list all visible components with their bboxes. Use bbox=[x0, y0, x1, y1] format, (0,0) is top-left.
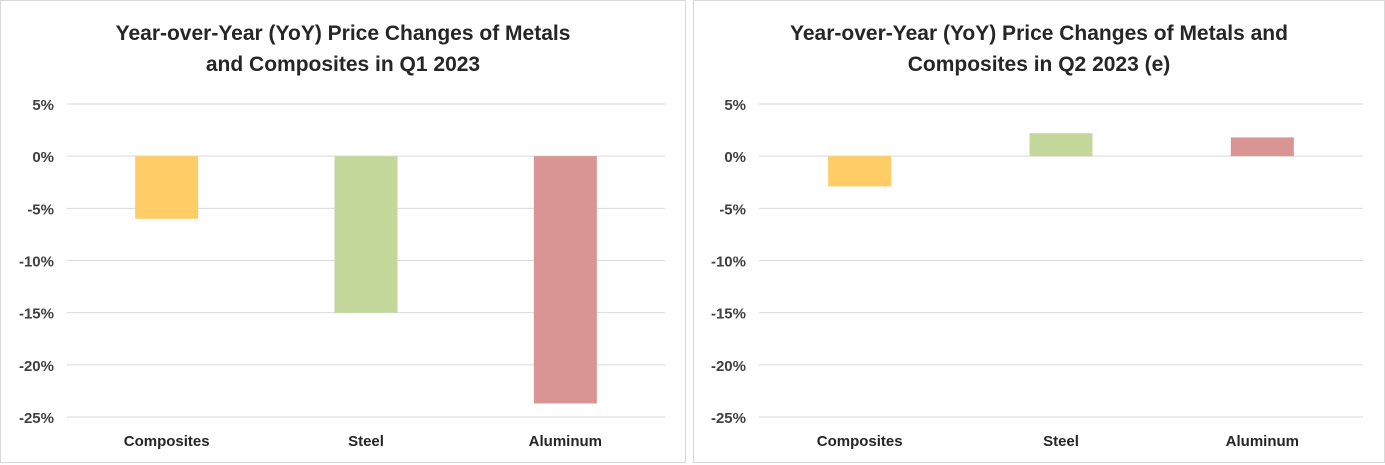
x-category-label: Steel bbox=[348, 433, 384, 450]
chart-q2-2023: Year-over-Year (YoY) Price Changes of Me… bbox=[693, 0, 1385, 463]
chart-title-line-2: Composites in Q2 2023 (e) bbox=[907, 53, 1171, 76]
y-tick-label: -20% bbox=[711, 358, 746, 375]
y-tick-label: 0% bbox=[724, 149, 746, 166]
chart-q1-2023: Year-over-Year (YoY) Price Changes of Me… bbox=[0, 0, 686, 463]
bar-aluminum bbox=[1230, 137, 1294, 157]
chart-title-line-1: Year-over-Year (YoY) Price Changes of Me… bbox=[790, 22, 1288, 45]
bar-steel bbox=[1029, 133, 1093, 157]
y-tick-label: 5% bbox=[32, 97, 54, 114]
y-tick-label: 5% bbox=[724, 97, 746, 114]
y-tick-label: -10% bbox=[711, 254, 746, 271]
y-tick-label: -15% bbox=[19, 306, 54, 323]
x-category-label: Aluminum bbox=[1226, 433, 1299, 450]
chart-title-line-2: and Composites in Q1 2023 bbox=[205, 53, 481, 76]
x-category-label: Composites bbox=[817, 433, 903, 450]
y-tick-label: -25% bbox=[19, 410, 54, 427]
chart-title: Year-over-Year (YoY) Price Changes of Me… bbox=[1, 18, 685, 80]
y-tick-label: -25% bbox=[711, 410, 746, 427]
bar-steel bbox=[334, 156, 398, 313]
bar-aluminum bbox=[533, 156, 597, 404]
chart-plot-area: 5% 0% -5% -10% -15% -20% -25% Composites Steel Al… bbox=[19, 97, 665, 450]
x-category-label: Steel bbox=[1043, 433, 1079, 450]
y-tick-label: -5% bbox=[719, 201, 746, 218]
x-category-label: Composites bbox=[124, 433, 210, 450]
y-tick-label: -15% bbox=[711, 306, 746, 323]
chart-title-line-1: Year-over-Year (YoY) Price Changes of Me… bbox=[115, 22, 571, 45]
y-tick-label: -10% bbox=[19, 254, 54, 271]
chart-plot-area: 5% 0% -5% -10% -15% -20% -25% Composites Steel Al… bbox=[711, 97, 1363, 450]
chart-title: Year-over-Year (YoY) Price Changes of Me… bbox=[694, 18, 1384, 80]
y-tick-label: 0% bbox=[32, 149, 54, 166]
bar-composites bbox=[135, 156, 199, 219]
x-category-label: Aluminum bbox=[529, 433, 602, 450]
y-tick-label: -20% bbox=[19, 358, 54, 375]
y-tick-label: -5% bbox=[27, 201, 54, 218]
bar-composites bbox=[828, 156, 892, 187]
